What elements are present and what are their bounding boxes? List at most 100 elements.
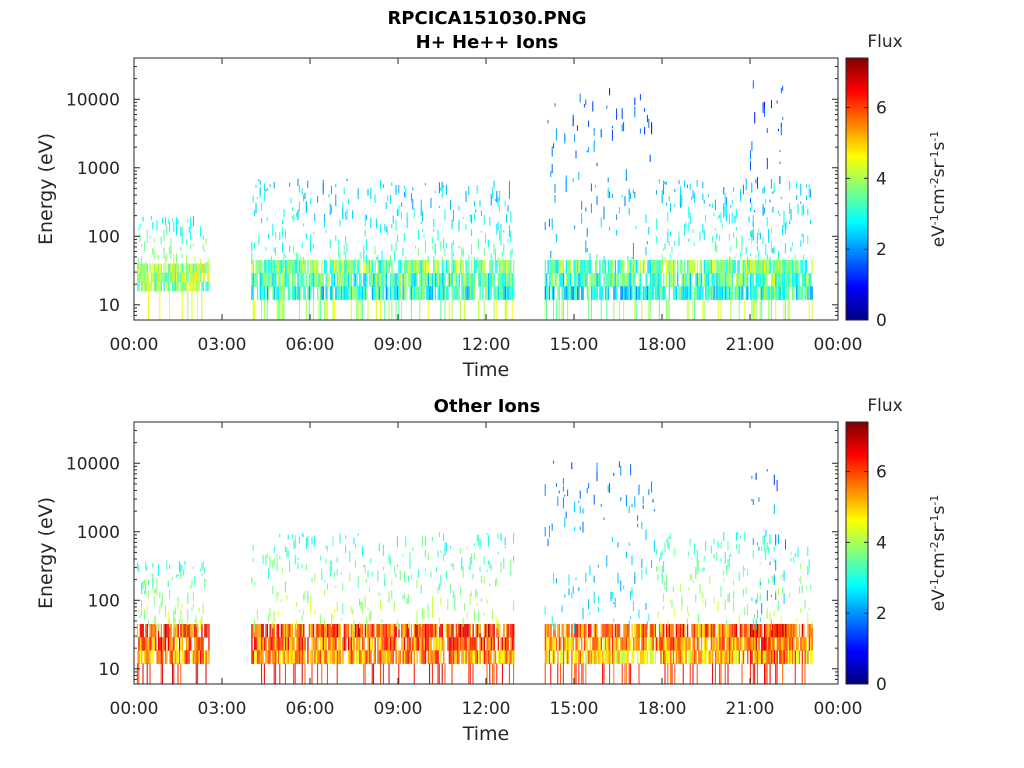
flux-cell <box>143 650 146 664</box>
flux-cell <box>721 223 723 229</box>
flux-cell <box>272 260 274 274</box>
flux-cell <box>296 619 298 630</box>
flux-cell <box>286 547 288 558</box>
flux-cell <box>394 624 396 638</box>
flux-cell <box>266 624 268 638</box>
flux-cell <box>689 663 691 684</box>
flux-cell <box>448 624 450 638</box>
flux-cell <box>437 286 439 300</box>
flux-cell <box>607 187 609 199</box>
flux-cell <box>634 286 636 300</box>
flux-cell <box>741 650 743 664</box>
flux-cell <box>805 286 808 300</box>
flux-cell <box>620 580 622 592</box>
flux-cell <box>277 637 280 651</box>
flux-cell <box>268 234 270 239</box>
flux-cell <box>637 624 639 638</box>
flux-cell <box>164 637 167 651</box>
flux-cell <box>684 260 686 274</box>
flux-cell <box>198 650 200 664</box>
flux-cell <box>322 624 324 638</box>
flux-cell <box>588 599 590 610</box>
flux-cell <box>392 637 394 651</box>
flux-cell <box>282 286 284 300</box>
flux-cell <box>434 243 436 253</box>
flux-cell <box>205 281 207 292</box>
flux-cell <box>769 534 771 545</box>
flux-cell <box>146 565 148 571</box>
flux-cell <box>356 260 358 274</box>
flux-cell <box>737 286 739 300</box>
flux-cell <box>352 210 354 219</box>
flux-cell <box>618 207 620 214</box>
flux-cell <box>378 650 380 664</box>
flux-cell <box>156 584 158 596</box>
flux-cell <box>405 624 407 638</box>
flux-cell <box>423 617 425 620</box>
flux-cell <box>628 624 630 638</box>
flux-cell <box>759 624 762 638</box>
flux-cell <box>503 637 505 651</box>
flux-cell <box>440 597 442 605</box>
flux-cell <box>461 637 463 651</box>
flux-cell <box>301 260 303 274</box>
flux-cell <box>416 613 418 625</box>
flux-cell <box>810 650 812 664</box>
flux-cell <box>283 273 285 287</box>
flux-cell <box>405 256 407 259</box>
flux-cell <box>695 594 697 603</box>
flux-cell <box>303 194 305 202</box>
flux-cell <box>273 611 275 623</box>
flux-cell <box>445 184 447 195</box>
flux-cell <box>609 273 611 287</box>
flux-cell <box>627 650 629 664</box>
flux-cell <box>284 581 286 593</box>
flux-cell <box>595 185 597 188</box>
flux-cell <box>578 650 580 664</box>
flux-cell <box>436 260 438 274</box>
flux-cell <box>184 272 186 283</box>
flux-cell <box>699 624 701 638</box>
flux-cell <box>427 286 429 300</box>
flux-cell <box>597 637 600 651</box>
flux-cell <box>201 281 203 292</box>
flux-cell <box>611 537 613 542</box>
flux-cell <box>381 637 383 651</box>
flux-cell <box>457 650 459 664</box>
flux-cell <box>808 286 810 300</box>
flux-cell <box>331 637 333 651</box>
flux-cell <box>630 616 632 619</box>
flux-cell <box>457 286 459 300</box>
flux-cell <box>159 592 161 597</box>
flux-cell <box>434 190 436 194</box>
flux-cell <box>378 260 380 274</box>
flux-cell <box>466 273 469 287</box>
flux-cell <box>174 617 176 628</box>
flux-cell <box>675 624 677 638</box>
flux-cell <box>181 254 183 259</box>
flux-cell <box>152 637 154 651</box>
flux-cell <box>712 286 714 300</box>
flux-cell <box>170 247 172 259</box>
flux-cell <box>782 273 784 287</box>
flux-cell <box>408 637 410 651</box>
flux-cell <box>751 624 753 638</box>
flux-cell <box>578 637 580 651</box>
flux-cell <box>450 273 452 287</box>
flux-cell <box>742 286 745 300</box>
flux-cell <box>405 260 407 274</box>
flux-cell <box>163 229 165 242</box>
flux-cell <box>359 273 361 287</box>
flux-cell <box>773 474 775 485</box>
flux-cell <box>268 260 270 274</box>
flux-cell <box>378 591 380 596</box>
flux-cell <box>782 587 784 594</box>
flux-cell <box>804 599 806 609</box>
flux-cell <box>304 192 306 200</box>
flux-cell <box>648 613 650 622</box>
flux-cell <box>160 236 162 245</box>
flux-cell <box>564 594 566 598</box>
flux-cell <box>754 663 756 684</box>
flux-cell <box>762 204 764 216</box>
flux-cell <box>289 273 291 287</box>
